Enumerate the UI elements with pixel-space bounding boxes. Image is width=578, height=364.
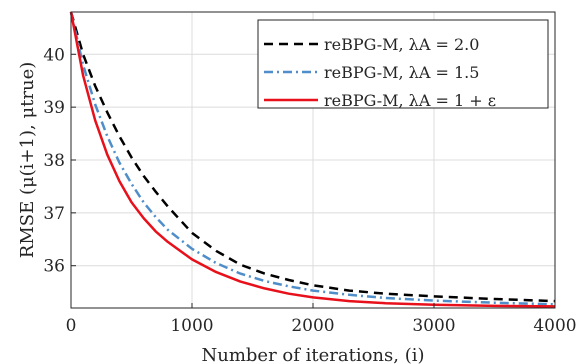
series-line-3 — [69, 11, 556, 308]
legend-label-2: reBPG-M, λA = 1.5 — [324, 63, 479, 82]
x-tick-label: 4000 — [533, 316, 576, 336]
y-tick-label: 40 — [43, 45, 65, 65]
legend-label-3: reBPG-M, λA = 1 + ε — [324, 91, 496, 110]
series-line-1 — [69, 11, 556, 303]
y-tick-label: 39 — [43, 98, 65, 118]
legend-label-1: reBPG-M, λA = 2.0 — [324, 35, 479, 54]
x-tick-label: 1000 — [170, 316, 213, 336]
x-tick-label: 0 — [66, 316, 77, 336]
legend: reBPG-M, λA = 2.0 reBPG-M, λA = 1.5 reBPG-… — [257, 19, 549, 110]
y-tick-label: 36 — [43, 257, 65, 277]
x-tick-label: 2000 — [291, 316, 334, 336]
y-axis-label: RMSE (μ(i+1), μtrue) — [17, 62, 38, 258]
axis-ticks: 0 1000 2000 3000 4000 36 37 38 39 40 — [43, 45, 576, 336]
series-lines — [69, 11, 556, 308]
y-tick-label: 38 — [43, 151, 65, 171]
legend-box — [257, 19, 549, 109]
y-tick-label: 37 — [43, 204, 65, 224]
x-axis-label: Number of iterations, (i) — [201, 345, 424, 364]
x-tick-label: 3000 — [412, 316, 455, 336]
series-line-2 — [69, 11, 556, 306]
